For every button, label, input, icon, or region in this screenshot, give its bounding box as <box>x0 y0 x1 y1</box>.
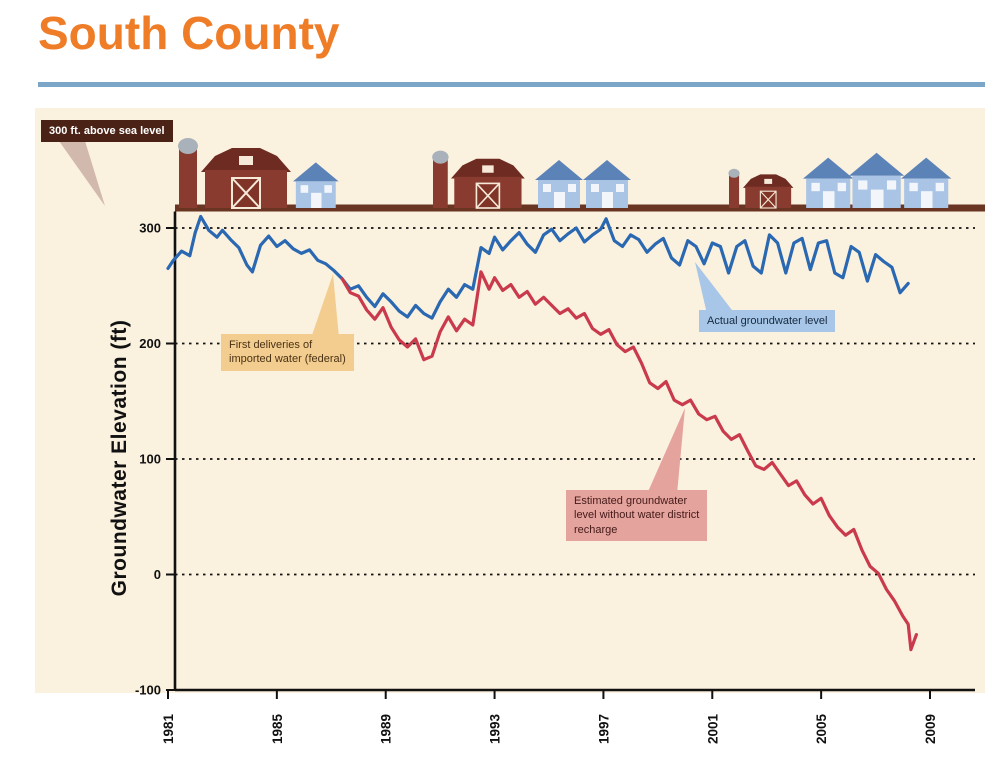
x-tick-label: 2009 <box>923 714 938 744</box>
sea-level-callout: 300 ft. above sea level <box>41 120 173 143</box>
silo-icon <box>432 150 449 208</box>
farm-scene-left <box>178 138 339 209</box>
house-icon <box>803 157 854 208</box>
x-tick-label: 1981 <box>161 713 176 744</box>
house-icon <box>901 157 952 208</box>
house-icon <box>535 160 583 208</box>
sea-level-pointer <box>59 141 105 206</box>
x-tick-label: 1997 <box>596 714 611 744</box>
imported-water-pointer <box>311 274 339 338</box>
y-tick-label: 100 <box>139 452 161 467</box>
x-tick-label: 1985 <box>270 713 285 744</box>
x-tick-label: 2005 <box>814 713 829 744</box>
x-tick-label: 1993 <box>488 713 503 744</box>
farm-scene-right <box>728 152 952 209</box>
barn-icon <box>742 173 794 209</box>
barn-icon <box>200 147 292 209</box>
y-tick-label: 300 <box>139 221 161 236</box>
x-tick-label: 2001 <box>705 713 720 744</box>
y-tick-label: -100 <box>135 683 161 698</box>
y-axis-title: Groundwater Elevation (ft) <box>108 319 131 597</box>
house-icon <box>293 162 339 208</box>
chart-illustrations <box>59 138 985 494</box>
page-title: South County <box>38 7 340 59</box>
actual-level-pointer <box>695 262 735 314</box>
house-icon <box>849 152 905 208</box>
silo-icon <box>178 138 198 208</box>
x-tick-label: 1989 <box>379 714 394 744</box>
imported-water-callout: First deliveries of imported water (fede… <box>221 334 354 371</box>
barn-icon <box>450 157 526 209</box>
actual-level-callout: Actual groundwater level <box>699 310 836 333</box>
groundwater-chart: 300 200 100 0 -100 1981 1985 1989 1993 1997 2001 20… <box>35 108 985 768</box>
house-icon <box>583 160 631 208</box>
farm-scene-middle <box>432 150 631 209</box>
estimated-groundwater-line <box>340 270 919 652</box>
estimated-level-callout: Estimated groundwater level without wate… <box>566 490 708 541</box>
silo-icon <box>728 168 740 208</box>
title-rule <box>38 82 985 87</box>
estimated-level-pointer <box>647 408 685 494</box>
y-tick-label: 0 <box>154 567 161 582</box>
y-tick-label: 200 <box>139 336 161 351</box>
actual-groundwater-line <box>166 214 910 320</box>
